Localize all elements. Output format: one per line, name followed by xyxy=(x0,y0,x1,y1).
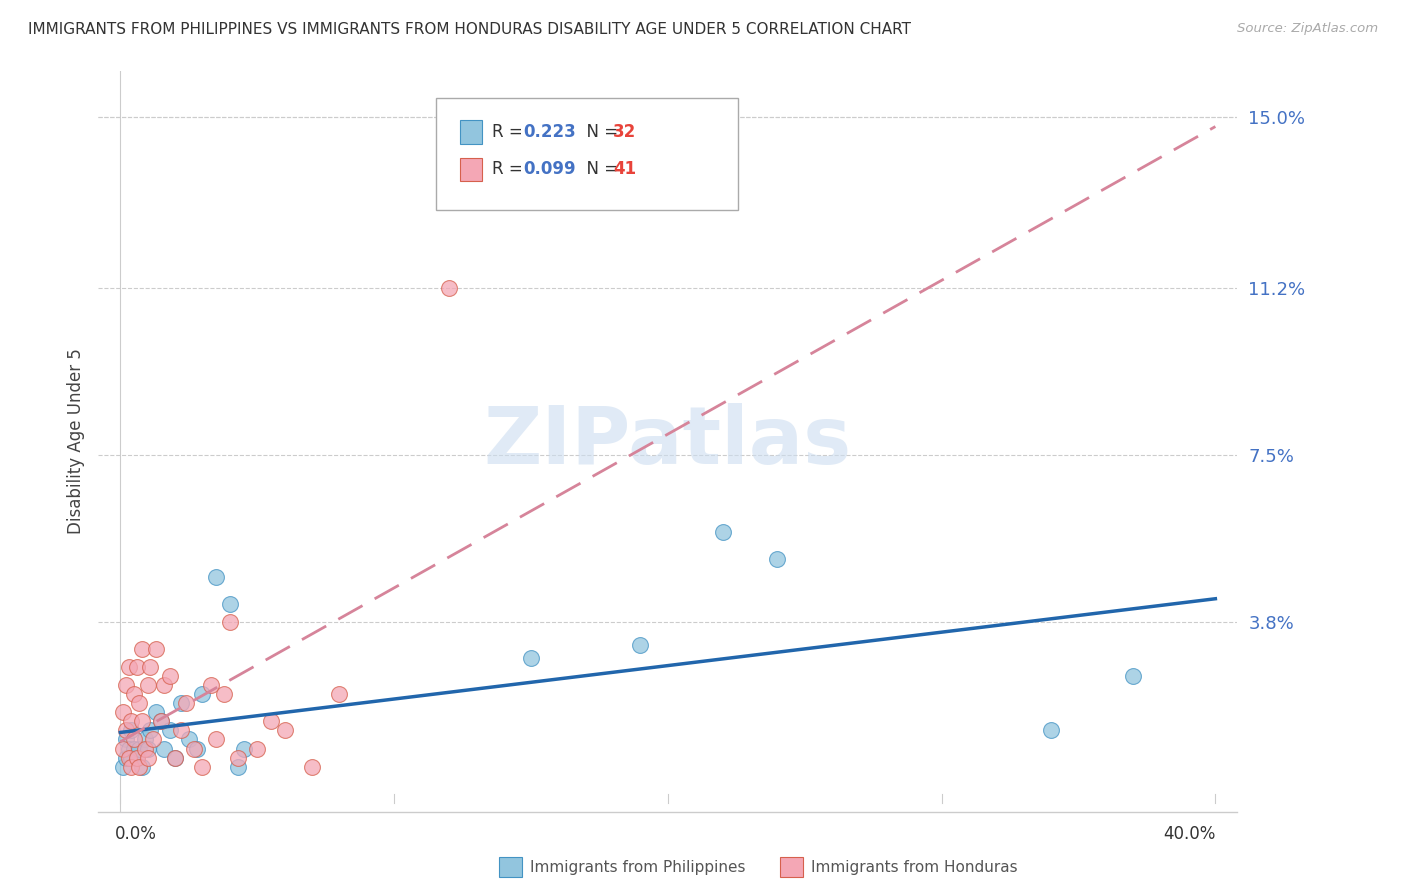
Text: Immigrants from Philippines: Immigrants from Philippines xyxy=(530,860,745,874)
Text: ZIPatlas: ZIPatlas xyxy=(484,402,852,481)
Point xyxy=(145,642,167,657)
Point xyxy=(136,741,159,756)
Point xyxy=(114,732,136,747)
Text: IMMIGRANTS FROM PHILIPPINES VS IMMIGRANTS FROM HONDURAS DISABILITY AGE UNDER 5 C: IMMIGRANTS FROM PHILIPPINES VS IMMIGRANT… xyxy=(28,22,911,37)
Point xyxy=(122,732,145,747)
Text: Immigrants from Honduras: Immigrants from Honduras xyxy=(811,860,1018,874)
Point xyxy=(131,642,153,657)
Text: 0.223: 0.223 xyxy=(523,123,576,141)
Point xyxy=(301,759,323,773)
Point xyxy=(159,669,181,683)
Point xyxy=(150,714,173,729)
Text: 40.0%: 40.0% xyxy=(1163,825,1215,843)
Point xyxy=(125,660,148,674)
Point xyxy=(273,723,295,738)
Point xyxy=(1040,723,1063,738)
Point xyxy=(165,750,187,764)
Point xyxy=(232,741,254,756)
Point xyxy=(630,638,652,652)
Point xyxy=(260,714,283,729)
Text: R =: R = xyxy=(492,123,529,141)
Text: N =: N = xyxy=(576,123,624,141)
Point xyxy=(142,732,165,747)
Point xyxy=(128,697,150,711)
Point xyxy=(191,759,214,773)
Text: 0.0%: 0.0% xyxy=(115,825,156,843)
Text: 32: 32 xyxy=(613,123,637,141)
Point xyxy=(226,759,249,773)
Point xyxy=(183,741,205,756)
Point xyxy=(120,714,142,729)
Point xyxy=(112,759,135,773)
Point xyxy=(139,660,162,674)
Point xyxy=(112,706,135,720)
Point xyxy=(131,759,153,773)
Text: N =: N = xyxy=(576,161,624,178)
Text: 41: 41 xyxy=(613,161,636,178)
Point xyxy=(125,750,148,764)
Point xyxy=(191,687,214,701)
Point xyxy=(122,687,145,701)
Point xyxy=(226,750,249,764)
Point xyxy=(214,687,236,701)
Point xyxy=(128,741,150,756)
Point xyxy=(131,714,153,729)
Point xyxy=(120,759,142,773)
Point xyxy=(117,660,139,674)
Text: R =: R = xyxy=(492,161,529,178)
Y-axis label: Disability Age Under 5: Disability Age Under 5 xyxy=(66,349,84,534)
Text: 0.099: 0.099 xyxy=(523,161,575,178)
Point xyxy=(117,750,139,764)
Point xyxy=(165,750,187,764)
Point xyxy=(117,741,139,756)
Point xyxy=(136,678,159,692)
Point xyxy=(112,741,135,756)
Point xyxy=(205,570,228,584)
Point xyxy=(114,750,136,764)
Point xyxy=(200,678,222,692)
Point xyxy=(128,759,150,773)
Point xyxy=(136,750,159,764)
Point xyxy=(139,723,162,738)
Point xyxy=(134,741,156,756)
Point xyxy=(205,732,228,747)
Point xyxy=(150,714,173,729)
Point xyxy=(246,741,269,756)
Point xyxy=(711,524,734,539)
Point xyxy=(186,741,208,756)
Point xyxy=(1122,669,1144,683)
Point xyxy=(169,723,191,738)
Point xyxy=(134,732,156,747)
Text: Source: ZipAtlas.com: Source: ZipAtlas.com xyxy=(1237,22,1378,36)
Point xyxy=(159,723,181,738)
Point xyxy=(437,281,460,295)
Point xyxy=(153,741,176,756)
Point xyxy=(169,697,191,711)
Point xyxy=(174,697,197,711)
Point xyxy=(145,706,167,720)
Point xyxy=(114,723,136,738)
Point xyxy=(218,597,240,611)
Point xyxy=(177,732,200,747)
Point xyxy=(328,687,350,701)
Point xyxy=(122,741,145,756)
Point xyxy=(120,750,142,764)
Point xyxy=(114,678,136,692)
Point xyxy=(125,750,148,764)
Point xyxy=(218,615,240,629)
Point xyxy=(766,552,789,566)
Point xyxy=(153,678,176,692)
Point xyxy=(520,651,543,665)
Point xyxy=(120,723,142,738)
